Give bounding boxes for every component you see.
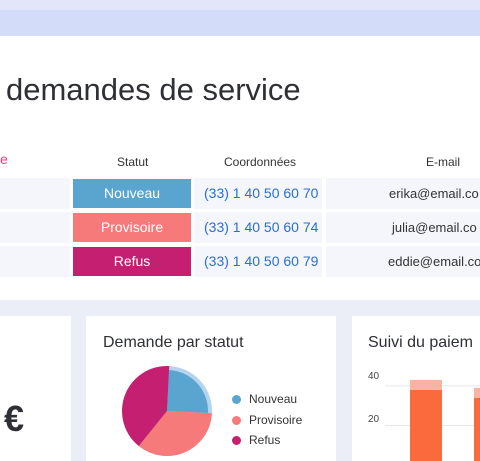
email-value: julia@email.co — [392, 220, 477, 235]
status-badge[interactable]: Refus — [73, 247, 191, 276]
y-tick-label: 20 — [368, 414, 380, 425]
cell-email — [326, 246, 480, 277]
legend-label: Nouveau — [249, 392, 298, 406]
status-chart-title: Demande par statut — [103, 334, 244, 351]
table-row[interactable]: Refus (33) 1 40 50 60 79 eddie@email.co — [0, 246, 480, 277]
payment-bar-chart — [385, 379, 480, 461]
legend-dot — [232, 416, 241, 425]
cell-name — [0, 212, 70, 243]
top-band-secondary — [0, 10, 480, 36]
cell-name — [0, 178, 70, 209]
cell-contact — [194, 212, 322, 243]
cell-email — [326, 178, 480, 209]
legend-dot — [232, 436, 241, 445]
bar-cap — [410, 379, 442, 390]
phone-link[interactable]: (33) 1 40 50 60 79 — [204, 253, 319, 269]
cell-email — [326, 212, 480, 243]
table-row[interactable]: Provisoire (33) 1 40 50 60 74 julia@emai… — [0, 212, 480, 243]
legend-item-provisoire: Provisoire — [232, 413, 302, 427]
column-header-status[interactable]: Statut — [117, 155, 149, 169]
top-band — [0, 0, 480, 10]
pie-slice-provisoire — [138, 411, 212, 456]
phone-link[interactable]: (33) 1 40 50 60 70 — [204, 185, 319, 201]
table-row[interactable]: Nouveau (33) 1 40 50 60 70 erika@email.c… — [0, 178, 480, 209]
pie-slice-refus — [122, 366, 170, 447]
bar-cap — [474, 387, 480, 398]
email-value: eddie@email.co — [388, 254, 480, 269]
status-chart-card — [86, 316, 336, 461]
y-tick-label: 40 — [368, 371, 380, 382]
legend-label: Provisoire — [249, 413, 303, 427]
email-value: erika@email.co — [389, 186, 479, 201]
bar-main — [474, 397, 480, 461]
column-header-partial[interactable]: e — [0, 151, 8, 167]
legend-label: Refus — [249, 433, 281, 447]
revenue-card — [0, 316, 71, 461]
status-badge[interactable]: Provisoire — [73, 213, 191, 242]
cell-contact — [194, 246, 322, 277]
phone-link[interactable]: (33) 1 40 50 60 74 — [204, 219, 319, 235]
euro-value: € — [4, 398, 25, 439]
cell-name — [0, 246, 70, 277]
cell-contact — [194, 178, 322, 209]
column-header-email[interactable]: E-mail — [426, 155, 461, 169]
status-badge[interactable]: Nouveau — [73, 179, 191, 208]
pie-slice-nouveau — [167, 370, 208, 414]
status-pie-chart — [122, 366, 212, 456]
legend-dot — [232, 395, 241, 404]
page-title: demandes de service — [6, 72, 301, 107]
column-header-contact[interactable]: Coordonnées — [224, 155, 297, 169]
legend-item-nouveau: Nouveau — [232, 392, 297, 406]
bar-main — [410, 389, 442, 461]
legend-item-refus: Refus — [232, 433, 280, 447]
payment-chart-title: Suivi du paiem — [368, 334, 473, 351]
